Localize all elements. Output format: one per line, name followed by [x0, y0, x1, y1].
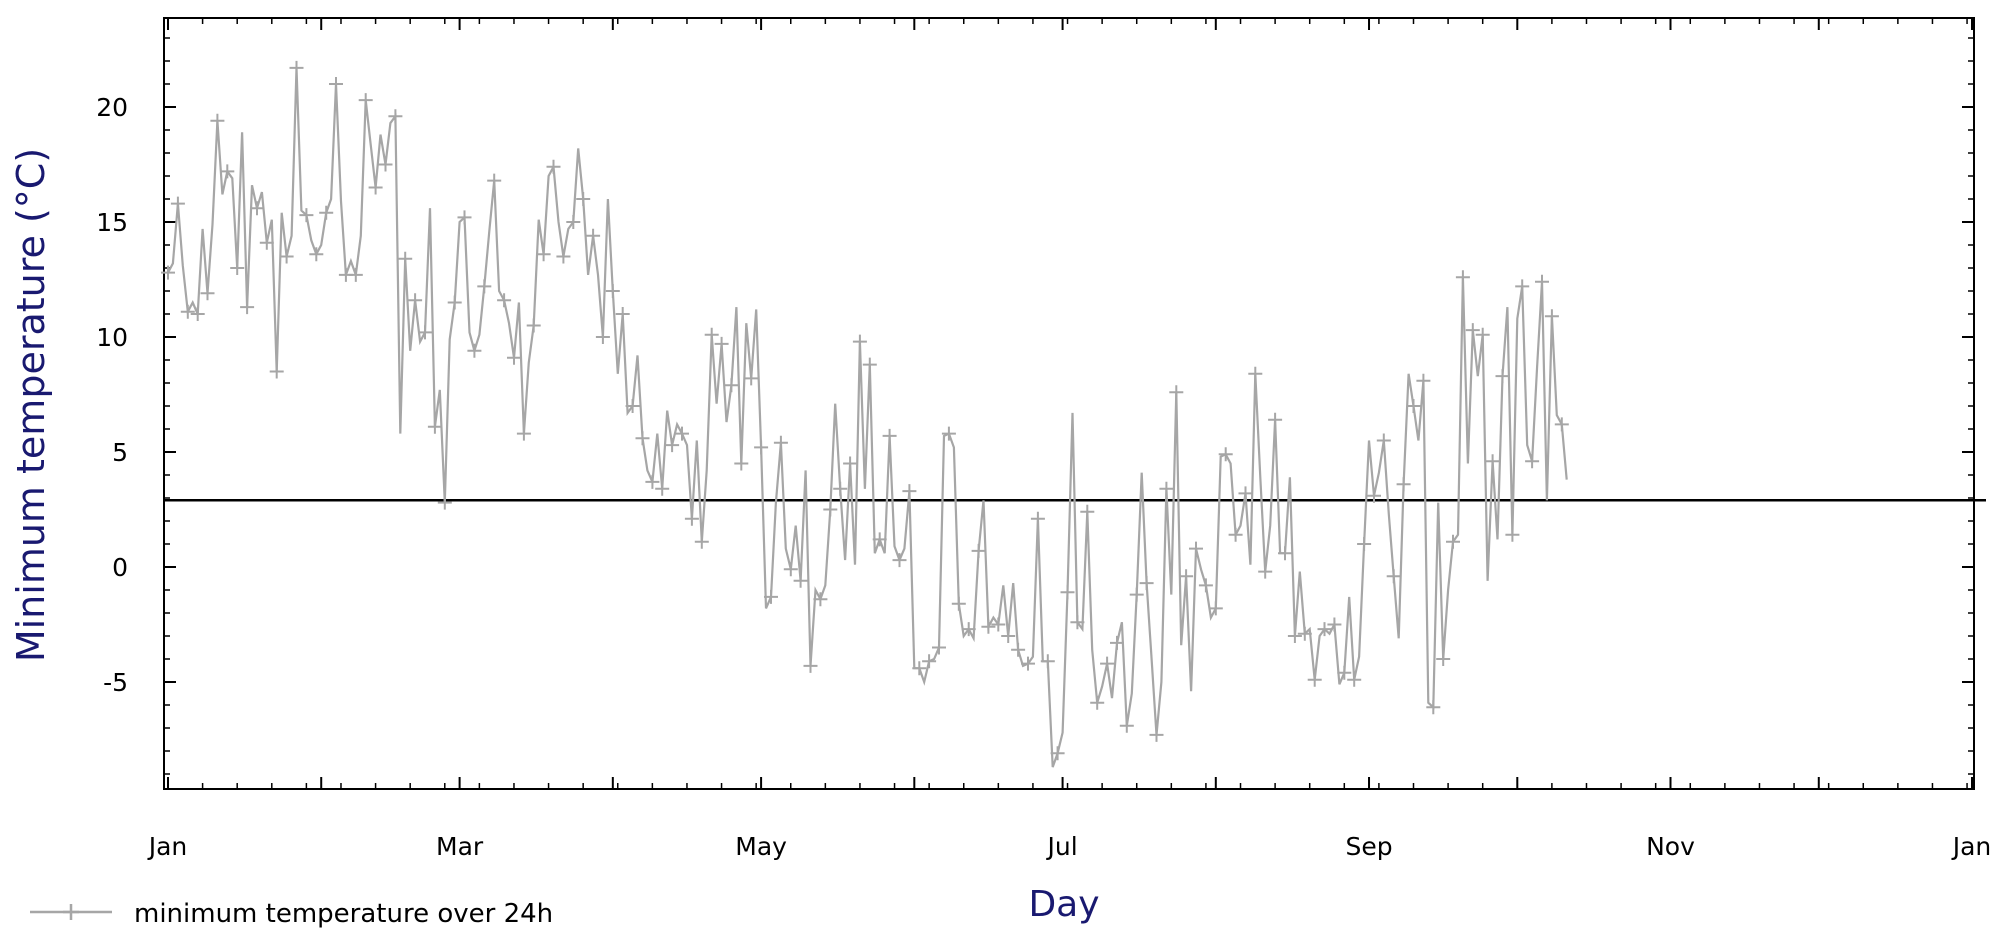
y-tick-label: 5	[112, 438, 128, 467]
legend-swatch-marker	[63, 904, 79, 920]
x-tick-label: Jan	[147, 832, 188, 861]
x-tick-label: Mar	[436, 832, 484, 861]
y-tick-label: 15	[96, 208, 128, 237]
x-tick-label: Sep	[1345, 832, 1392, 861]
plot-area	[164, 18, 1974, 789]
x-tick-label: May	[735, 832, 787, 861]
x-axis-title: Day	[1028, 884, 1099, 925]
legend: minimum temperature over 24h	[30, 899, 553, 929]
y-tick-label: 10	[96, 323, 128, 352]
x-axis-tick-labels: Jan Mar May Jul Sep Nov Jan	[147, 832, 1992, 861]
y-tick-label: 0	[112, 553, 128, 582]
legend-label: minimum temperature over 24h	[134, 899, 553, 929]
x-tick-label: Nov	[1646, 832, 1695, 861]
y-axis-tick-labels: 20 15 10 5 0 -5	[96, 93, 128, 697]
y-axis-title: Minimum temperature (°C)	[9, 148, 53, 662]
y-tick-label: -5	[103, 668, 128, 697]
x-tick-label: Jan	[1951, 832, 1992, 861]
x-tick-label: Jul	[1046, 832, 1078, 861]
y-tick-label: 20	[96, 93, 128, 122]
